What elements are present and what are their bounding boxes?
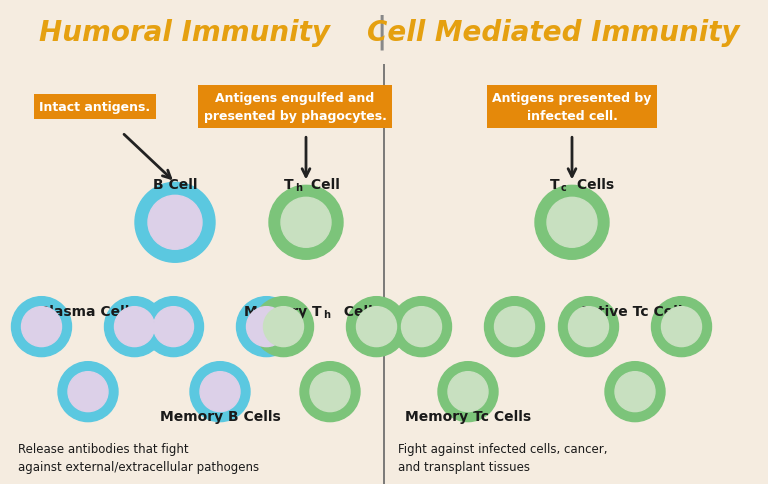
Circle shape	[237, 297, 296, 357]
Text: Plasma Cells: Plasma Cells	[38, 304, 137, 318]
Text: T: T	[551, 178, 560, 192]
Circle shape	[300, 362, 360, 422]
Text: T: T	[284, 178, 294, 192]
Circle shape	[135, 183, 215, 263]
Circle shape	[148, 196, 202, 250]
Circle shape	[68, 372, 108, 412]
Text: Antigens presented by
infected cell.: Antigens presented by infected cell.	[492, 92, 652, 122]
Text: h: h	[295, 183, 302, 193]
Circle shape	[190, 362, 250, 422]
Circle shape	[495, 307, 535, 347]
Text: Cell Mediated Immunity: Cell Mediated Immunity	[366, 19, 740, 46]
Circle shape	[154, 307, 194, 347]
Circle shape	[58, 362, 118, 422]
Circle shape	[392, 297, 452, 357]
Circle shape	[22, 307, 61, 347]
Circle shape	[356, 307, 396, 347]
Circle shape	[661, 307, 701, 347]
Circle shape	[253, 297, 313, 357]
Text: |: |	[376, 15, 388, 50]
Circle shape	[568, 307, 608, 347]
Circle shape	[281, 198, 331, 248]
Circle shape	[269, 186, 343, 260]
Circle shape	[535, 186, 609, 260]
Circle shape	[247, 307, 286, 347]
Circle shape	[310, 372, 350, 412]
Circle shape	[144, 297, 204, 357]
Text: B Cell: B Cell	[153, 178, 197, 192]
Circle shape	[438, 362, 498, 422]
Circle shape	[200, 372, 240, 412]
Circle shape	[485, 297, 545, 357]
Circle shape	[114, 307, 154, 347]
Text: Intact antigens.: Intact antigens.	[39, 101, 151, 114]
Circle shape	[651, 297, 711, 357]
Circle shape	[263, 307, 303, 347]
Text: Memory Tc Cells: Memory Tc Cells	[405, 409, 531, 423]
Circle shape	[547, 198, 597, 248]
Circle shape	[402, 307, 442, 347]
Text: Cells: Cells	[572, 178, 614, 192]
Circle shape	[448, 372, 488, 412]
Text: Memory B Cells: Memory B Cells	[160, 409, 280, 423]
Text: Antigens engulfed and
presented by phagocytes.: Antigens engulfed and presented by phago…	[204, 92, 386, 122]
Text: Memory T: Memory T	[244, 304, 322, 318]
Circle shape	[558, 297, 618, 357]
Circle shape	[346, 297, 406, 357]
Text: Cell: Cell	[306, 178, 340, 192]
Circle shape	[605, 362, 665, 422]
Circle shape	[615, 372, 655, 412]
Circle shape	[12, 297, 71, 357]
Text: Fight against infected cells, cancer,
and transplant tissues: Fight against infected cells, cancer, an…	[398, 442, 607, 473]
Text: Cells: Cells	[334, 304, 381, 318]
Text: Active Tc Cells: Active Tc Cells	[579, 304, 691, 318]
Text: h: h	[323, 310, 330, 319]
Text: Release antibodies that fight
against external/extracellular pathogens: Release antibodies that fight against ex…	[18, 442, 259, 473]
Circle shape	[104, 297, 164, 357]
Text: Humoral Immunity: Humoral Immunity	[39, 19, 329, 46]
Text: c: c	[561, 183, 567, 193]
